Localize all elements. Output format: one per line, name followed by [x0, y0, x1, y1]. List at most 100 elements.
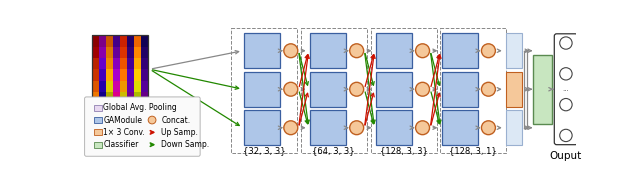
- Circle shape: [481, 44, 495, 58]
- Bar: [92, 69, 99, 81]
- Text: ...: ...: [563, 86, 570, 92]
- Circle shape: [284, 44, 298, 58]
- Text: Input: Input: [107, 112, 134, 122]
- Bar: [113, 47, 120, 58]
- Bar: [442, 72, 477, 107]
- Text: Down Samp.: Down Samp.: [161, 140, 209, 149]
- Bar: [376, 33, 412, 68]
- Bar: [113, 81, 120, 92]
- Bar: [120, 69, 127, 81]
- Bar: [134, 81, 141, 92]
- Bar: [120, 35, 127, 47]
- Bar: [113, 69, 120, 81]
- Bar: [106, 47, 113, 58]
- Circle shape: [349, 121, 364, 135]
- Bar: [99, 35, 106, 47]
- Bar: [127, 47, 134, 58]
- Bar: [94, 117, 102, 123]
- Circle shape: [148, 116, 156, 124]
- Circle shape: [560, 37, 572, 49]
- Bar: [244, 72, 280, 107]
- Text: Ouput: Ouput: [550, 151, 582, 161]
- Bar: [94, 129, 102, 136]
- Text: Concat.: Concat.: [161, 115, 191, 125]
- Bar: [127, 92, 134, 103]
- Circle shape: [284, 82, 298, 96]
- Bar: [141, 35, 148, 47]
- Circle shape: [560, 68, 572, 80]
- Bar: [442, 110, 477, 146]
- Text: {64, 3, 3}: {64, 3, 3}: [312, 146, 355, 155]
- Bar: [120, 92, 127, 103]
- Bar: [99, 81, 106, 92]
- Bar: [127, 81, 134, 92]
- Circle shape: [415, 121, 429, 135]
- Bar: [134, 69, 141, 81]
- Bar: [106, 69, 113, 81]
- Bar: [134, 47, 141, 58]
- Bar: [120, 58, 127, 69]
- Bar: [141, 47, 148, 58]
- Bar: [113, 92, 120, 103]
- Circle shape: [481, 121, 495, 135]
- Bar: [506, 110, 522, 146]
- Bar: [442, 33, 477, 68]
- Bar: [244, 33, 280, 68]
- Bar: [310, 33, 346, 68]
- Bar: [120, 81, 127, 92]
- Bar: [376, 110, 412, 146]
- Text: {128, 3, 1}: {128, 3, 1}: [449, 146, 497, 155]
- Circle shape: [481, 82, 495, 96]
- Bar: [141, 81, 148, 92]
- FancyBboxPatch shape: [554, 34, 577, 145]
- Text: Global Avg. Pooling: Global Avg. Pooling: [103, 103, 177, 112]
- Bar: [99, 58, 106, 69]
- Bar: [94, 105, 102, 111]
- Text: {128, 3, 3}: {128, 3, 3}: [380, 146, 428, 155]
- Bar: [99, 69, 106, 81]
- Bar: [92, 58, 99, 69]
- Bar: [310, 72, 346, 107]
- Bar: [134, 92, 141, 103]
- Text: Classifier: Classifier: [103, 140, 139, 149]
- Bar: [244, 110, 280, 146]
- Circle shape: [349, 82, 364, 96]
- Bar: [533, 55, 552, 124]
- Bar: [120, 47, 127, 58]
- Bar: [106, 81, 113, 92]
- Bar: [92, 81, 99, 92]
- Bar: [113, 35, 120, 47]
- Bar: [506, 33, 522, 68]
- Bar: [92, 35, 99, 47]
- Text: GAModule: GAModule: [103, 115, 142, 125]
- Bar: [99, 92, 106, 103]
- Bar: [92, 47, 99, 58]
- Bar: [141, 69, 148, 81]
- Circle shape: [415, 82, 429, 96]
- Bar: [127, 35, 134, 47]
- Bar: [99, 47, 106, 58]
- Bar: [141, 58, 148, 69]
- FancyBboxPatch shape: [84, 97, 200, 156]
- Bar: [134, 35, 141, 47]
- Bar: [92, 92, 99, 103]
- Bar: [92, 35, 148, 103]
- Text: Up Samp.: Up Samp.: [161, 128, 198, 137]
- Circle shape: [560, 98, 572, 111]
- Bar: [506, 72, 522, 107]
- Circle shape: [349, 44, 364, 58]
- Text: 1× 3 Conv.: 1× 3 Conv.: [103, 128, 145, 137]
- Bar: [127, 58, 134, 69]
- Text: {32, 3, 3}: {32, 3, 3}: [243, 146, 285, 155]
- Bar: [127, 69, 134, 81]
- Bar: [141, 92, 148, 103]
- Bar: [106, 58, 113, 69]
- Bar: [94, 142, 102, 148]
- Bar: [310, 110, 346, 146]
- Bar: [106, 92, 113, 103]
- Bar: [376, 72, 412, 107]
- Bar: [134, 58, 141, 69]
- Circle shape: [560, 129, 572, 142]
- Bar: [106, 35, 113, 47]
- Circle shape: [284, 121, 298, 135]
